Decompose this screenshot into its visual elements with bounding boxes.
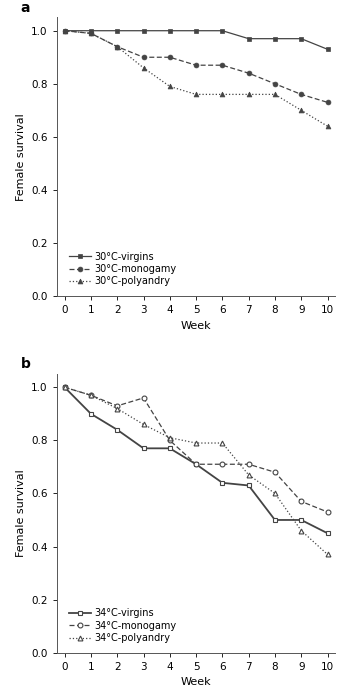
30°C-polyandry — [299, 106, 303, 114]
34°C-polyandry — [168, 433, 172, 442]
30°C-polyandry — [168, 82, 172, 91]
34°C-virgins — [299, 516, 303, 524]
Legend: 34°C-virgins, 34°C-monogamy, 34°C-polyandry: 34°C-virgins, 34°C-monogamy, 34°C-polyan… — [67, 607, 179, 645]
30°C-virgins — [299, 34, 303, 43]
Line: 34°C-monogamy: 34°C-monogamy — [62, 385, 330, 514]
34°C-monogamy — [194, 460, 198, 468]
34°C-monogamy — [89, 391, 93, 399]
30°C-polyandry — [89, 29, 93, 38]
34°C-polyandry — [247, 470, 251, 479]
30°C-polyandry — [141, 64, 146, 72]
30°C-virgins — [194, 27, 198, 35]
34°C-virgins — [168, 444, 172, 452]
30°C-monogamy — [325, 98, 330, 107]
30°C-virgins — [220, 27, 224, 35]
34°C-virgins — [273, 516, 277, 524]
30°C-virgins — [141, 27, 146, 35]
34°C-virgins — [141, 444, 146, 452]
30°C-polyandry — [325, 122, 330, 131]
30°C-virgins — [325, 45, 330, 54]
Line: 30°C-monogamy: 30°C-monogamy — [62, 29, 330, 105]
30°C-monogamy — [168, 53, 172, 61]
34°C-monogamy — [220, 460, 224, 468]
Line: 30°C-polyandry: 30°C-polyandry — [62, 29, 330, 128]
34°C-monogamy — [168, 436, 172, 445]
34°C-virgins — [220, 479, 224, 487]
30°C-polyandry — [194, 90, 198, 98]
Y-axis label: Female survival: Female survival — [16, 470, 26, 557]
34°C-monogamy — [115, 401, 119, 410]
30°C-polyandry — [273, 90, 277, 98]
30°C-virgins — [115, 27, 119, 35]
34°C-virgins — [89, 410, 93, 418]
X-axis label: Week: Week — [181, 677, 212, 688]
30°C-monogamy — [220, 61, 224, 69]
30°C-monogamy — [299, 90, 303, 98]
30°C-polyandry — [115, 43, 119, 51]
Line: 30°C-virgins: 30°C-virgins — [62, 29, 330, 52]
Text: a: a — [21, 1, 30, 15]
34°C-polyandry — [115, 404, 119, 413]
34°C-polyandry — [325, 550, 330, 558]
34°C-virgins — [325, 529, 330, 537]
34°C-polyandry — [194, 439, 198, 447]
Y-axis label: Female survival: Female survival — [16, 113, 26, 200]
34°C-monogamy — [63, 383, 67, 392]
30°C-virgins — [63, 27, 67, 35]
34°C-monogamy — [141, 394, 146, 402]
34°C-polyandry — [220, 439, 224, 447]
34°C-monogamy — [325, 508, 330, 517]
34°C-polyandry — [273, 489, 277, 498]
30°C-monogamy — [141, 53, 146, 61]
30°C-monogamy — [194, 61, 198, 69]
34°C-monogamy — [299, 497, 303, 505]
Line: 34°C-virgins: 34°C-virgins — [62, 385, 330, 535]
X-axis label: Week: Week — [181, 320, 212, 331]
34°C-polyandry — [299, 526, 303, 535]
34°C-polyandry — [141, 420, 146, 429]
34°C-polyandry — [63, 383, 67, 392]
30°C-monogamy — [89, 29, 93, 38]
30°C-virgins — [168, 27, 172, 35]
30°C-polyandry — [220, 90, 224, 98]
Legend: 30°C-virgins, 30°C-monogamy, 30°C-polyandry: 30°C-virgins, 30°C-monogamy, 30°C-polyan… — [67, 250, 179, 288]
30°C-virgins — [247, 34, 251, 43]
34°C-virgins — [194, 460, 198, 468]
30°C-polyandry — [63, 27, 67, 35]
34°C-monogamy — [247, 460, 251, 468]
30°C-monogamy — [63, 27, 67, 35]
34°C-virgins — [63, 383, 67, 392]
34°C-virgins — [115, 426, 119, 434]
30°C-monogamy — [247, 69, 251, 77]
34°C-virgins — [247, 482, 251, 490]
34°C-monogamy — [273, 468, 277, 477]
30°C-monogamy — [115, 43, 119, 51]
30°C-virgins — [89, 27, 93, 35]
Text: b: b — [21, 357, 30, 371]
34°C-polyandry — [89, 391, 93, 399]
Line: 34°C-polyandry: 34°C-polyandry — [62, 385, 330, 557]
30°C-virgins — [273, 34, 277, 43]
30°C-polyandry — [247, 90, 251, 98]
30°C-monogamy — [273, 80, 277, 88]
